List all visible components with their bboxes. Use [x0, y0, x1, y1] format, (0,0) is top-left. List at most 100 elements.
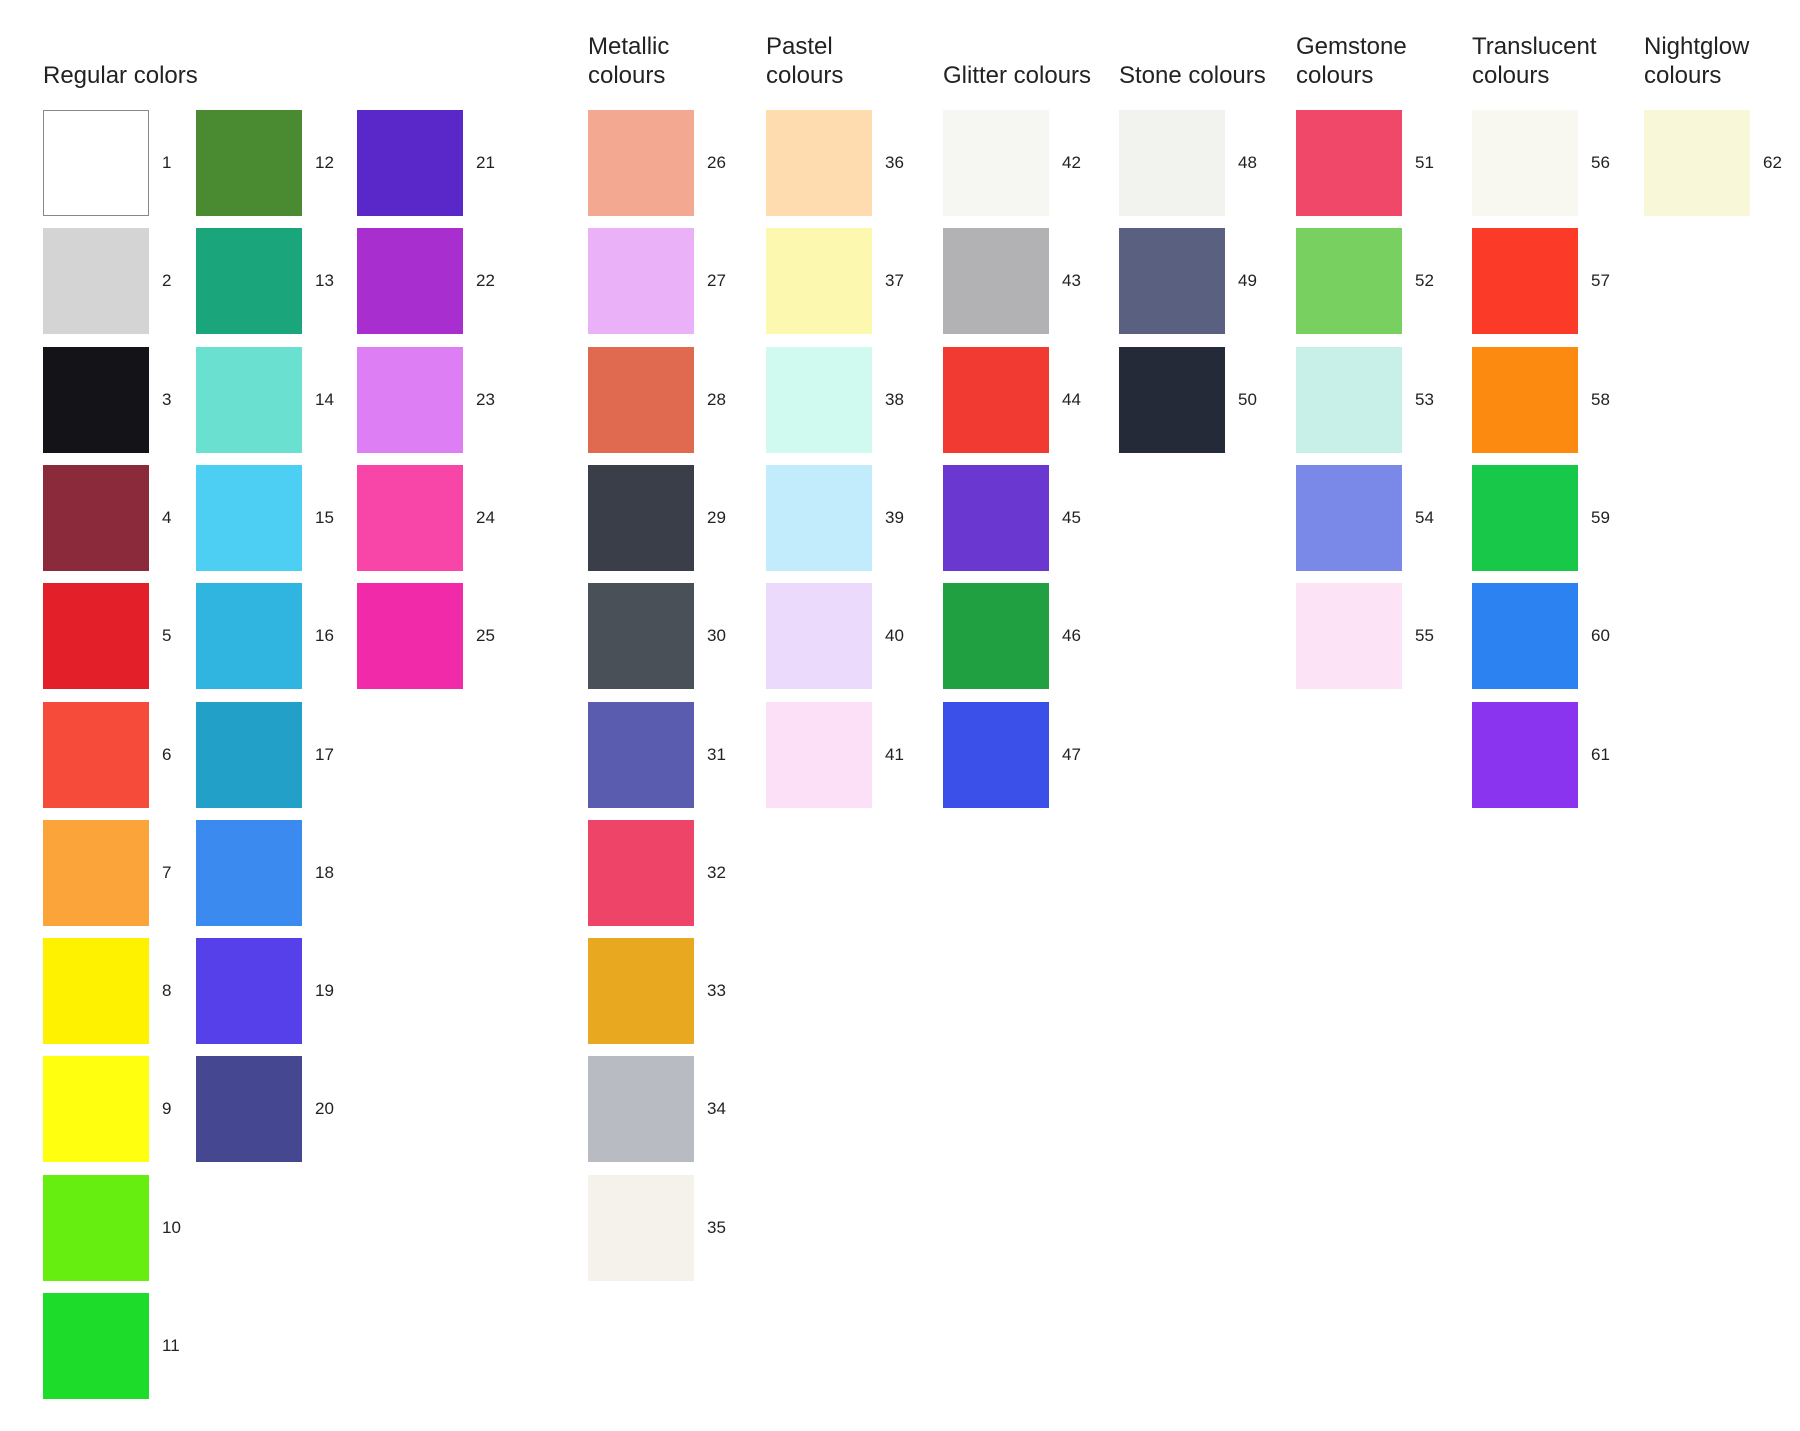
swatch-number: 25 — [476, 626, 495, 646]
color-swatch — [357, 110, 463, 216]
color-swatch — [588, 228, 694, 335]
swatch-number: 34 — [707, 1099, 726, 1119]
swatch-number: 30 — [707, 626, 726, 646]
swatch-number: 3 — [162, 389, 172, 409]
color-swatch — [943, 464, 1049, 571]
color-swatch — [1472, 110, 1578, 216]
group-title: Nightglow colours — [1644, 33, 1750, 89]
swatch-number: 21 — [476, 153, 495, 172]
swatch-number: 62 — [1763, 153, 1782, 172]
group-title: Regular colors — [43, 62, 198, 89]
swatch-number: 50 — [1238, 389, 1257, 409]
group-title: Pastel colours — [766, 33, 844, 89]
color-swatch — [1296, 583, 1402, 690]
color-swatch — [196, 110, 302, 216]
swatch-number: 52 — [1415, 271, 1434, 291]
swatch-number: 47 — [1062, 744, 1081, 764]
color-swatch — [588, 819, 694, 926]
color-swatch — [588, 464, 694, 571]
color-swatch — [357, 228, 463, 335]
color-swatch — [43, 110, 149, 216]
color-swatch — [943, 701, 1049, 808]
color-swatch — [43, 346, 149, 453]
swatch-number: 31 — [707, 744, 726, 764]
color-swatch — [43, 819, 149, 926]
color-swatch — [1644, 110, 1750, 216]
group-title: Glitter colours — [943, 62, 1092, 89]
swatch-number: 54 — [1415, 507, 1434, 527]
color-swatch — [588, 1174, 694, 1281]
color-swatch — [196, 701, 302, 808]
color-swatch — [588, 346, 694, 453]
swatch-number: 9 — [162, 1099, 172, 1119]
color-swatch — [43, 583, 149, 690]
swatch-number: 24 — [476, 507, 495, 527]
color-swatch — [1472, 228, 1578, 335]
swatch-number: 37 — [885, 271, 904, 291]
color-swatch — [1472, 346, 1578, 453]
color-swatch — [196, 464, 302, 571]
swatch-number: 60 — [1591, 626, 1610, 646]
color-swatch — [943, 228, 1049, 335]
swatch-number: 12 — [315, 153, 334, 172]
color-swatch — [43, 464, 149, 571]
color-swatch — [43, 228, 149, 335]
swatch-number: 33 — [707, 981, 726, 1001]
swatch-number: 16 — [315, 626, 334, 646]
swatch-number: 7 — [162, 862, 172, 882]
swatch-number: 17 — [315, 744, 334, 764]
color-swatch — [1472, 701, 1578, 808]
swatch-number: 5 — [162, 626, 172, 646]
swatch-number: 43 — [1062, 271, 1081, 291]
swatch-number: 57 — [1591, 271, 1610, 291]
swatch-number: 53 — [1415, 389, 1434, 409]
swatch-number: 32 — [707, 862, 726, 882]
color-swatch — [43, 1056, 149, 1163]
group-title: Stone colours — [1119, 62, 1266, 89]
swatch-number: 27 — [707, 271, 726, 291]
swatch-number: 39 — [885, 507, 904, 527]
color-swatch — [196, 1056, 302, 1163]
swatch-number: 55 — [1415, 626, 1434, 646]
swatch-number: 10 — [162, 1217, 181, 1237]
color-swatch — [196, 346, 302, 453]
swatch-number: 36 — [885, 153, 904, 172]
color-swatch — [196, 938, 302, 1045]
swatch-number: 56 — [1591, 153, 1610, 172]
swatch-number: 14 — [315, 389, 334, 409]
swatch-number: 40 — [885, 626, 904, 646]
swatch-number: 11 — [162, 1336, 180, 1355]
color-swatch — [1472, 464, 1578, 571]
swatch-number: 18 — [315, 862, 334, 882]
swatch-number: 38 — [885, 389, 904, 409]
color-swatch — [196, 228, 302, 335]
color-swatch — [357, 583, 463, 690]
color-swatch — [1119, 110, 1225, 216]
swatch-number: 6 — [162, 744, 172, 764]
color-swatch — [1119, 346, 1225, 453]
swatch-number: 58 — [1591, 389, 1610, 409]
swatch-number: 44 — [1062, 389, 1081, 409]
swatch-number: 48 — [1238, 153, 1257, 172]
swatch-number: 28 — [707, 389, 726, 409]
swatch-number: 1 — [162, 153, 172, 172]
color-swatch — [43, 1293, 149, 1399]
swatch-number: 20 — [315, 1099, 334, 1119]
swatch-number: 8 — [162, 981, 172, 1001]
group-title: Gemstone colours — [1296, 33, 1407, 89]
color-swatch — [588, 583, 694, 690]
swatch-number: 23 — [476, 389, 495, 409]
swatch-number: 46 — [1062, 626, 1081, 646]
swatch-number: 45 — [1062, 507, 1081, 527]
swatch-number: 22 — [476, 271, 495, 291]
swatch-number: 61 — [1591, 744, 1610, 764]
color-swatch — [588, 110, 694, 216]
color-swatch — [766, 583, 872, 690]
color-swatch — [1119, 228, 1225, 335]
swatch-number: 4 — [162, 507, 172, 527]
color-swatch — [943, 583, 1049, 690]
color-swatch — [43, 938, 149, 1045]
color-swatch — [43, 701, 149, 808]
color-swatch — [1472, 583, 1578, 690]
